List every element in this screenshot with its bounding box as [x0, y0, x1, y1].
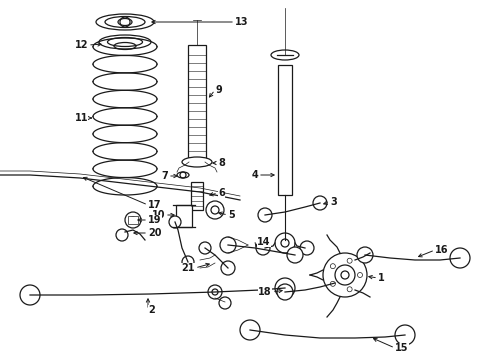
Circle shape [341, 271, 349, 279]
Text: 1: 1 [378, 273, 385, 283]
Circle shape [206, 201, 224, 219]
Circle shape [125, 212, 141, 228]
Bar [191, 182, 203, 210]
Text: 19: 19 [148, 215, 162, 225]
Ellipse shape [271, 50, 299, 60]
Text: 12: 12 [74, 40, 88, 50]
Circle shape [221, 261, 235, 275]
Text: 5: 5 [228, 210, 235, 220]
Circle shape [169, 216, 181, 228]
Circle shape [275, 278, 295, 298]
Circle shape [219, 297, 231, 309]
Text: 20: 20 [148, 228, 162, 238]
Circle shape [275, 233, 295, 253]
Text: 18: 18 [258, 287, 272, 297]
Circle shape [358, 273, 363, 278]
Bar [176, 205, 192, 227]
Circle shape [220, 237, 236, 253]
Circle shape [277, 284, 293, 300]
Circle shape [256, 241, 270, 255]
Circle shape [300, 241, 314, 255]
Text: 8: 8 [218, 158, 225, 168]
Text: 3: 3 [330, 197, 337, 207]
Circle shape [20, 285, 40, 305]
Circle shape [199, 242, 211, 254]
Circle shape [323, 253, 367, 297]
Text: 2: 2 [148, 305, 155, 315]
Text: 11: 11 [74, 113, 88, 123]
Text: 14: 14 [257, 237, 270, 247]
Circle shape [182, 256, 194, 268]
Text: 16: 16 [435, 245, 448, 255]
Text: 13: 13 [235, 17, 248, 27]
Circle shape [240, 320, 260, 340]
Circle shape [208, 285, 222, 299]
Bar [128, 216, 138, 224]
Circle shape [116, 229, 128, 241]
Ellipse shape [99, 35, 151, 49]
Text: 10: 10 [151, 210, 165, 220]
Text: 6: 6 [218, 188, 225, 198]
Circle shape [330, 264, 335, 269]
Circle shape [313, 196, 327, 210]
Circle shape [450, 248, 470, 268]
Circle shape [347, 258, 352, 263]
Ellipse shape [182, 157, 212, 167]
Circle shape [330, 281, 335, 286]
Bar [188, 45, 206, 160]
Text: 15: 15 [395, 343, 409, 353]
Text: 7: 7 [161, 171, 168, 181]
Ellipse shape [118, 18, 132, 26]
Text: 9: 9 [215, 85, 222, 95]
Text: 21: 21 [181, 263, 195, 273]
Circle shape [287, 247, 303, 263]
Ellipse shape [177, 172, 189, 178]
Bar [278, 65, 292, 195]
Text: 17: 17 [148, 200, 162, 210]
Circle shape [258, 208, 272, 222]
Text: 4: 4 [251, 170, 258, 180]
Circle shape [347, 287, 352, 292]
Circle shape [395, 325, 415, 345]
Ellipse shape [96, 14, 154, 30]
Circle shape [357, 247, 373, 263]
